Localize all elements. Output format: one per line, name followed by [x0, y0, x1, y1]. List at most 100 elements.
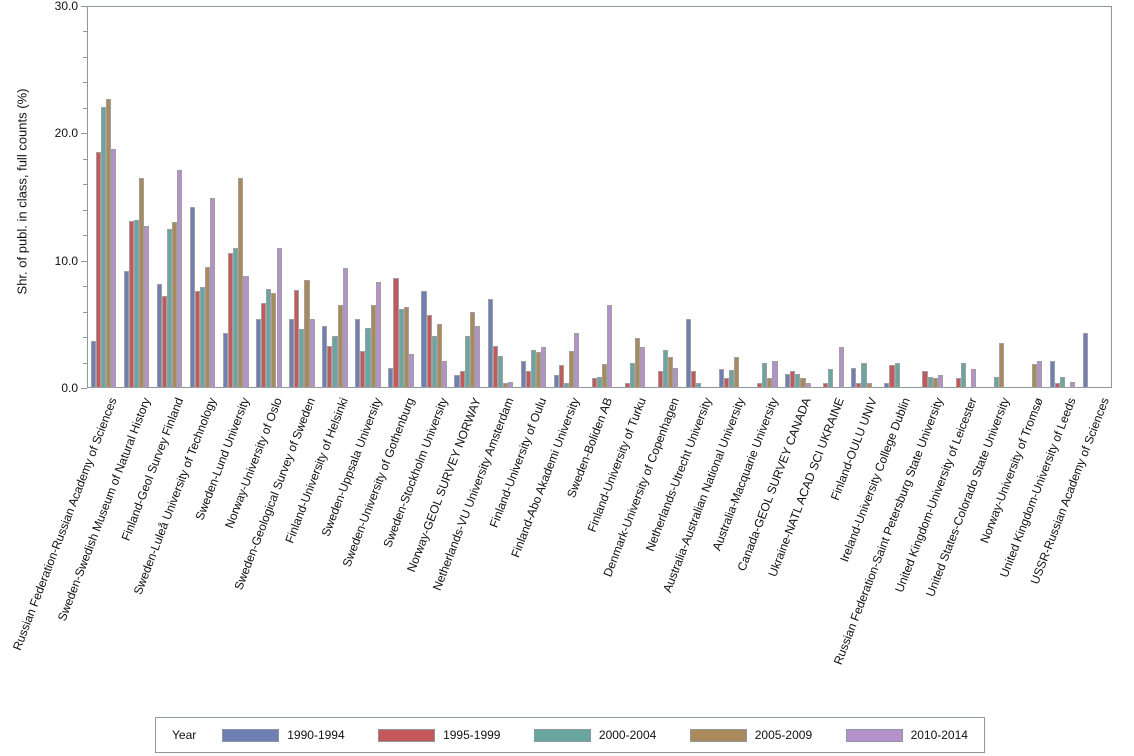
bar [299, 329, 305, 388]
y-tick-label: 20.0 [54, 126, 78, 141]
bar [223, 333, 229, 388]
y-major-tick [81, 388, 87, 389]
bar [563, 382, 569, 388]
bar [342, 268, 348, 388]
bar [889, 365, 895, 388]
bar [998, 343, 1004, 388]
bar [106, 98, 112, 388]
legend-item-label: 2010-2014 [910, 728, 968, 742]
legend-items: 1990-1994 1995-1999 2000-2004 2005-2009 2010… [222, 728, 968, 742]
bar [200, 287, 206, 388]
bar [139, 177, 145, 388]
bar [922, 371, 928, 388]
y-major-tick [81, 6, 87, 7]
bar [128, 221, 135, 388]
bar [210, 198, 216, 388]
legend-item: 2005-2009 [689, 728, 812, 742]
bar [195, 291, 201, 388]
bar [487, 298, 493, 388]
bar [408, 353, 414, 388]
bar [144, 226, 150, 388]
y-tick-label: 0.0 [61, 381, 78, 395]
bar [574, 333, 580, 388]
bar [123, 270, 129, 388]
y-minor-tick [83, 235, 87, 237]
legend: Year 1990-1994 1995-1999 2000-2004 2005-200… [155, 717, 985, 753]
y-minor-tick [83, 56, 87, 58]
bar [602, 363, 608, 388]
bar [724, 377, 730, 388]
bar [838, 347, 844, 388]
bar [134, 219, 140, 388]
bar [238, 177, 244, 388]
legend-item: 1995-1999 [378, 728, 500, 742]
bar [355, 319, 361, 388]
legend-item: 2010-2014 [845, 728, 968, 742]
bar [1070, 381, 1076, 388]
bar [663, 349, 669, 388]
bar [884, 382, 890, 388]
bar [823, 382, 829, 388]
bar [1082, 333, 1088, 388]
bar [370, 305, 376, 388]
bar [970, 368, 976, 388]
y-tick-label: 30.0 [54, 0, 78, 13]
bar [322, 325, 328, 388]
x-category-label: Norway-University of Tromsø [976, 395, 1046, 546]
x-category-label: Finland-Geol Survey Finland [118, 395, 186, 543]
legend-item-label: 1995-1999 [443, 728, 501, 742]
bar [256, 319, 262, 388]
bar [454, 375, 460, 388]
bar [568, 351, 575, 388]
y-major-tick [81, 133, 87, 135]
legend-item: 1990-1994 [222, 728, 345, 742]
y-minor-tick [83, 107, 87, 109]
bar [90, 340, 96, 388]
bar [685, 319, 692, 388]
bar [960, 362, 966, 388]
bar [800, 377, 806, 388]
bar [520, 361, 526, 388]
bar [233, 247, 239, 388]
x-category-label: Finland-University of Helsinki [282, 395, 352, 546]
bar [696, 382, 702, 388]
bar [228, 253, 234, 388]
bar [530, 349, 536, 388]
bar [856, 382, 862, 388]
bar [762, 362, 768, 388]
y-minor-tick [83, 286, 87, 288]
bar [162, 296, 168, 388]
bar [421, 291, 427, 388]
bar [271, 292, 277, 388]
y-minor-tick [83, 311, 87, 313]
bar [657, 371, 664, 388]
bar [294, 289, 300, 388]
y-axis-title: Shr. of publ. in class, full counts (%) [14, 88, 30, 295]
bar [757, 382, 763, 388]
bar [635, 338, 641, 388]
bar [795, 373, 801, 388]
bar [640, 347, 646, 388]
bar [767, 377, 773, 388]
bar [100, 106, 107, 388]
bar [474, 325, 480, 388]
bar [805, 382, 811, 388]
bar [393, 278, 399, 388]
bar [459, 371, 465, 388]
bar [177, 170, 183, 388]
bar [591, 377, 597, 388]
bar [894, 362, 900, 388]
y-minor-tick [83, 337, 87, 339]
legend-swatch [845, 728, 903, 742]
legend-swatch [533, 728, 591, 742]
bar [332, 335, 338, 388]
bar [289, 319, 295, 388]
bar [304, 279, 310, 388]
bar [172, 222, 178, 388]
bar [734, 357, 740, 388]
bar [156, 283, 162, 388]
bar [535, 352, 541, 388]
bar [337, 305, 343, 388]
y-minor-tick [83, 31, 87, 33]
bar [266, 288, 272, 388]
